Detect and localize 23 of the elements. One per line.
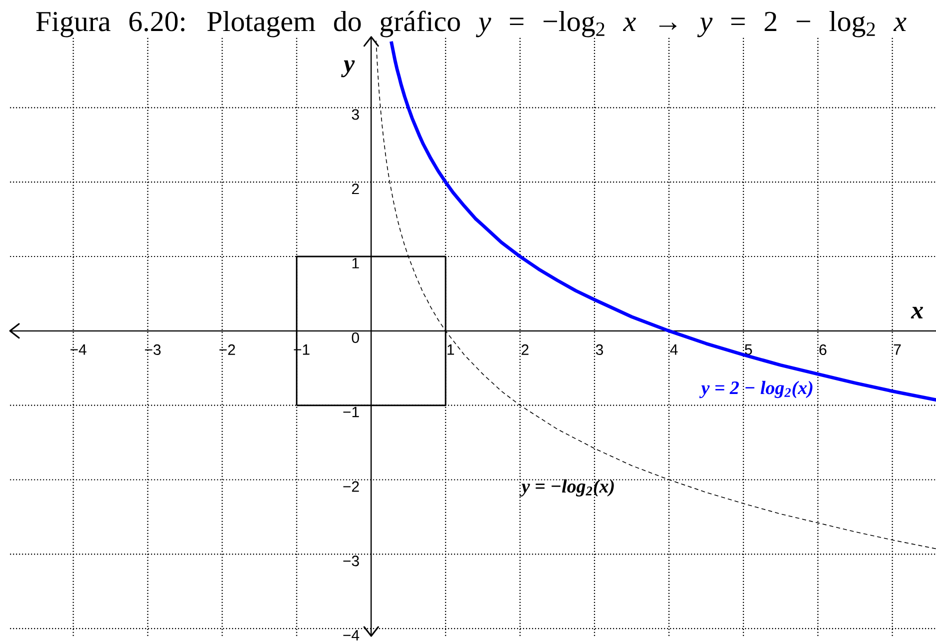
x-tick-label: −2 bbox=[219, 344, 235, 355]
x-tick-label: −4 bbox=[70, 344, 86, 355]
x-tick-label: 6 bbox=[819, 344, 826, 356]
y-tick-label: 2 bbox=[352, 184, 359, 194]
x-tick-label: 2 bbox=[522, 344, 528, 355]
y-tick-label: −2 bbox=[343, 481, 359, 492]
x-axis-title: x bbox=[910, 306, 924, 318]
y-tick-label: −3 bbox=[343, 556, 359, 566]
x-tick-label: 1 bbox=[448, 344, 454, 355]
x-tick-label: 7 bbox=[894, 344, 901, 355]
x-tick-label: 3 bbox=[596, 344, 604, 356]
x-tick-label: 5 bbox=[744, 344, 752, 355]
y-tick-label: 1 bbox=[352, 258, 359, 268]
y-tick-label: 0 bbox=[352, 332, 360, 344]
series-label: y = −log$_{2}$(x) bbox=[520, 479, 614, 497]
y-axis-title: y bbox=[341, 60, 355, 78]
x-tick-label: −3 bbox=[144, 344, 161, 356]
chart-title: Figura 6.20: Plotagem do gráfico y = −log$_{2}$ x → y = 2 − log$_{2}$ x bbox=[36, 10, 906, 38]
x-tick-label: 4 bbox=[670, 344, 678, 355]
series-label: y = 2 − log$_{2}$(x) bbox=[699, 380, 812, 398]
y-tick-label: −1 bbox=[343, 406, 359, 418]
y-tick-label: 3 bbox=[352, 109, 359, 120]
y-tick-label: −4 bbox=[343, 630, 360, 640]
